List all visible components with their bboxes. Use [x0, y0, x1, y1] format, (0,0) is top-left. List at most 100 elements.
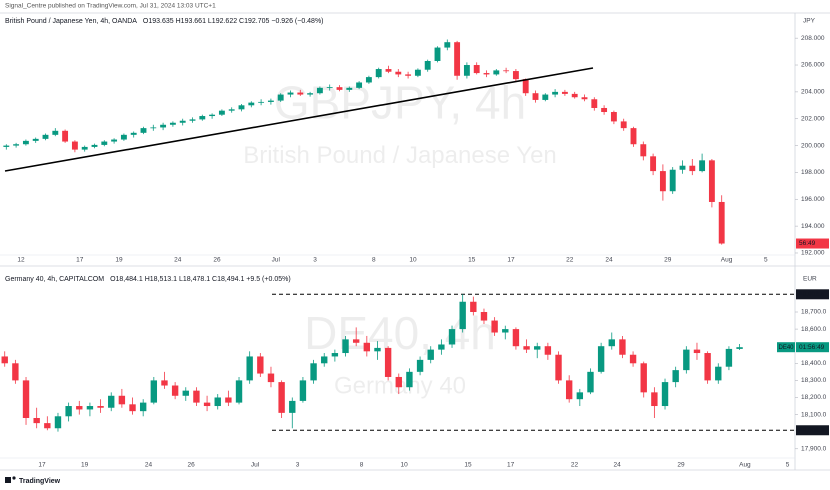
level-box [796, 289, 829, 300]
candle-body [715, 366, 722, 381]
candle-body [52, 130, 59, 135]
y-tick-label: 18,100.0 [801, 411, 827, 418]
candle-body [189, 119, 196, 121]
candle-body [86, 406, 94, 410]
candle-body [470, 301, 477, 313]
candle-body [718, 201, 725, 244]
watermark-symbol: GBPJPY, 4h [274, 77, 526, 129]
x-tick-label: Jul [272, 257, 281, 264]
x-tick-label: 5 [764, 257, 768, 264]
candle-body [608, 339, 615, 347]
x-tick-label: 24 [145, 462, 153, 469]
candle-body [326, 87, 333, 88]
currency-label: EUR [803, 276, 817, 283]
candle-body [267, 100, 274, 102]
x-tick-label: 3 [296, 462, 300, 469]
logo-mark [12, 476, 16, 480]
candle-body [601, 107, 608, 113]
x-tick-label: 10 [409, 257, 417, 264]
candle-body [118, 395, 126, 405]
candle-body [473, 65, 480, 74]
watermark-symbol: DE40, 4h [304, 307, 496, 359]
candle-body [225, 397, 232, 403]
symbol-box [777, 342, 795, 353]
candle-body [13, 144, 20, 146]
currency-label: JPY [803, 18, 816, 25]
x-tick-label: 24 [174, 257, 182, 264]
footer-brand: TradingView [19, 478, 61, 485]
candle-body [640, 363, 647, 393]
candle-body [555, 354, 562, 381]
level-label: 18,008.3 [799, 427, 825, 434]
candle-body [414, 69, 421, 76]
x-tick-label: Aug [721, 257, 733, 264]
candle-body [65, 406, 72, 417]
symbol-info: Germany 40, 4h, CAPITALCOM [5, 276, 104, 283]
candle-body [342, 339, 349, 354]
x-tick-label: 26 [213, 257, 221, 264]
countdown-label: 56:49 [799, 240, 816, 247]
candle-body [33, 417, 40, 424]
candle-body [491, 320, 498, 333]
candle-body [523, 346, 530, 350]
watermark-name: British Pound / Japanese Yen [243, 142, 557, 169]
candle-body [650, 156, 657, 172]
y-tick-label: 204.000 [801, 89, 825, 96]
candle-body [363, 342, 371, 352]
candle-body [267, 373, 275, 383]
candle-body [659, 171, 666, 192]
candle-body [352, 339, 360, 343]
candle-body [444, 42, 451, 48]
publish-info: Signal_Centre published on TradingView.c… [5, 3, 216, 10]
candle-body [689, 165, 696, 172]
candle-body [448, 329, 456, 345]
candle-body [316, 87, 323, 94]
candle-body [679, 165, 686, 170]
candle-body [463, 65, 470, 76]
candle-body [406, 371, 413, 388]
x-tick-label: 24 [613, 462, 621, 469]
candle-body [101, 141, 108, 145]
candle-body [248, 102, 255, 106]
candle-body [120, 134, 127, 140]
x-tick-label: 17 [507, 462, 515, 469]
x-tick-label: 8 [360, 462, 364, 469]
candle-body [619, 339, 626, 355]
candle-body [171, 385, 179, 396]
candle-body [91, 144, 98, 147]
candle-body [22, 380, 30, 418]
candle-body [544, 346, 552, 355]
x-tick-label: 19 [115, 257, 123, 264]
candle-body [336, 87, 343, 90]
x-tick-label: 29 [664, 257, 672, 264]
candle-body [512, 71, 519, 80]
y-tick-label: 18,400.0 [801, 360, 827, 367]
candle-body [182, 390, 189, 396]
symbol-info: British Pound / Japanese Yen, 4h, OANDA [5, 18, 137, 25]
charts: GBPJPY, 4h British Pound / Japanese Yen Br… [1, 18, 829, 469]
countdown-box [796, 342, 829, 353]
candle-body [454, 42, 461, 76]
candle-body [1, 356, 8, 364]
candle-body [480, 312, 488, 321]
y-tick-label: 206.000 [801, 62, 825, 69]
candle-body [502, 329, 509, 333]
candle-body [459, 301, 466, 330]
x-tick-label: Aug [739, 462, 751, 469]
candle-body [356, 82, 363, 88]
candle-body [571, 93, 578, 98]
y-tick-label: 194.000 [801, 223, 825, 230]
candle-body [238, 105, 245, 110]
y-tick-label: 208.000 [801, 35, 825, 42]
candle-body [581, 97, 588, 100]
logo-mark [5, 477, 11, 483]
y-tick-label: 200.000 [801, 142, 825, 149]
candle-body [54, 416, 62, 429]
candle-body [683, 349, 690, 371]
x-tick-label: 26 [187, 462, 195, 469]
x-tick-label: 17 [76, 257, 84, 264]
candle-body [597, 346, 605, 372]
candle-body [62, 130, 69, 142]
candle-body [193, 390, 200, 403]
y-tick-label: 202.000 [801, 115, 825, 122]
